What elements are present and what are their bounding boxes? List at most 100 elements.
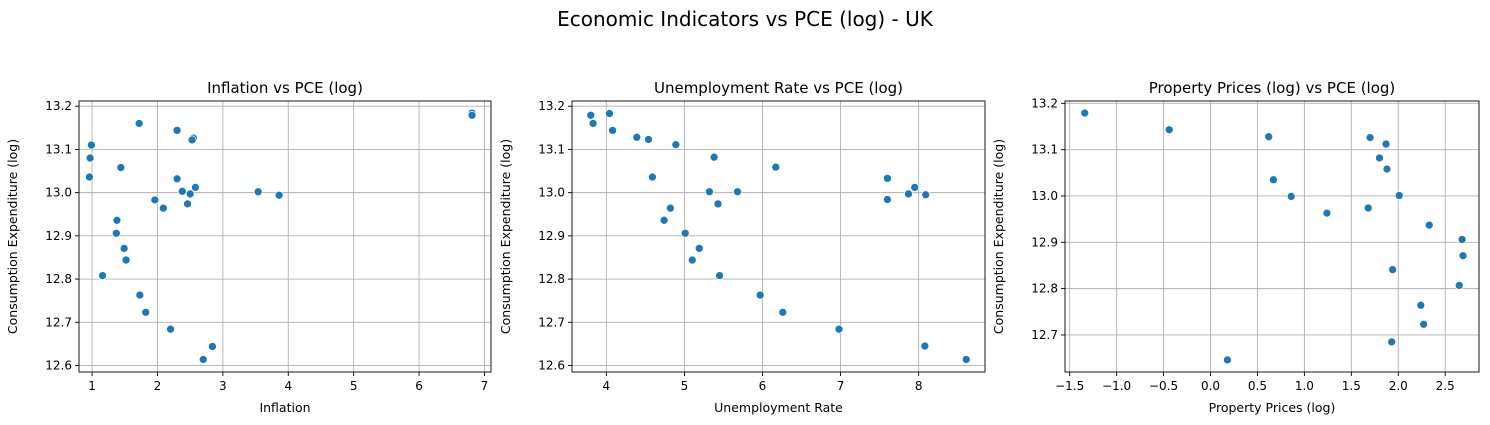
x-axis-label: Unemployment Rate [714, 400, 843, 415]
scatter-point [1080, 108, 1090, 118]
y-tick-label: 12.8 [1031, 282, 1058, 296]
scatter-point [187, 135, 197, 145]
scatter-point [755, 290, 765, 300]
scatter-point [694, 244, 704, 253]
scatter-point [586, 110, 596, 120]
scatter-point [1388, 265, 1397, 274]
x-tick-label: −0.5 [1149, 379, 1178, 393]
scatter-point [680, 228, 690, 238]
y-axis-label: Consumption Expenditure (log) [498, 139, 513, 334]
plot-frame [571, 100, 986, 373]
y-tick-label: 13.1 [45, 142, 72, 156]
x-tick-label: 3 [219, 379, 227, 393]
x-tick-label: 1.5 [1342, 379, 1361, 393]
scatter-point [198, 355, 208, 364]
x-tick-label: 4 [603, 379, 611, 393]
panel-title: Inflation vs PCE (log) [207, 79, 363, 97]
scatter-point [644, 135, 653, 144]
scatter-point [1424, 220, 1434, 230]
y-tick-label: 12.7 [45, 315, 72, 329]
y-tick-label: 12.6 [538, 359, 565, 373]
scatter-point [177, 186, 187, 196]
y-tick-label: 13.0 [45, 186, 72, 200]
scatter-point [1382, 164, 1392, 174]
y-tick-label: 12.7 [1031, 328, 1058, 342]
panel-title: Property Prices (log) vs PCE (log) [1149, 79, 1396, 97]
scatter-point [85, 153, 95, 163]
scatter-point [709, 152, 719, 162]
x-tick-label: 7 [481, 379, 489, 393]
y-tick-label: 13.1 [538, 142, 565, 156]
y-axis-label: Consumption Expenditure (log) [5, 139, 20, 334]
scatter-point [910, 183, 920, 192]
scatter-point [713, 199, 723, 209]
y-tick-label: 12.9 [538, 229, 565, 243]
scatter-point [778, 308, 788, 317]
x-tick-label: 1 [88, 379, 96, 393]
scatter-point [771, 162, 781, 172]
y-tick-label: 12.9 [1031, 235, 1058, 249]
scatter-point [659, 215, 669, 225]
y-axis-label: Consumption Expenditure (log) [991, 139, 1006, 334]
scatter-point [920, 341, 930, 351]
scatter-point [135, 290, 145, 300]
scatter-point [608, 126, 617, 135]
y-tick-label: 13.0 [538, 186, 565, 200]
scatter-point [116, 163, 126, 172]
scatter-point [1269, 175, 1278, 185]
scatter-point [1365, 133, 1375, 142]
x-tick-label: 5 [350, 379, 358, 393]
y-tick-label: 13.2 [1031, 96, 1058, 110]
scatter-panels: 1 2 3 4 5 6 7 12.6 12.7 12.8 12.9 13.0 13.1 13.2 Infla… [5, 79, 1480, 415]
scatter-point [1322, 208, 1332, 218]
scatter-point [715, 271, 724, 280]
y-tick-label: 13.1 [1031, 143, 1058, 157]
scatter-point [85, 172, 94, 182]
scatter-point [208, 342, 217, 351]
scatter-point [961, 355, 971, 364]
y-tick-label: 13.2 [538, 99, 565, 113]
scatter-point [705, 187, 714, 197]
scatter-point [159, 203, 168, 213]
x-tick-label: 4 [284, 379, 292, 393]
y-tick-label: 13.2 [45, 99, 72, 113]
x-tick-label: −1.5 [1055, 379, 1084, 393]
scatter-point [1454, 281, 1464, 290]
scatter-point [666, 203, 675, 213]
x-axis-label: Inflation [259, 400, 310, 415]
scatter-point [172, 174, 182, 184]
y-tick-label: 12.8 [538, 272, 565, 286]
x-tick-label: 6 [759, 379, 767, 393]
scatter-point [605, 109, 614, 118]
scatter-point [183, 199, 192, 209]
scatter-point [119, 244, 129, 253]
plot-frame [1064, 100, 1480, 373]
scatter-point [87, 140, 96, 150]
scatter-point [1419, 319, 1428, 329]
scatter-point [172, 126, 182, 135]
scatter-panel-3: −1.5 −1.0 −0.5 0.0 0.5 1.0 1.5 2.0 2.5 12.7 12.8 12… [991, 79, 1480, 415]
scatter-point [121, 255, 131, 265]
scatter-point [112, 215, 122, 225]
scatter-point [185, 189, 195, 199]
scatter-point [150, 195, 160, 205]
y-tick-label: 12.7 [538, 315, 565, 329]
scatter-point [98, 271, 107, 280]
scatter-panel-1: 1 2 3 4 5 6 7 12.6 12.7 12.8 12.9 13.0 13.1 13.2 Infla… [5, 79, 492, 415]
scatter-panel-2: 4 5 6 7 8 12.6 12.7 12.8 12.9 13.0 13.1 13.2 Unemplo… [498, 79, 986, 415]
x-tick-label: −1.0 [1102, 379, 1131, 393]
scatter-point [1363, 203, 1373, 213]
scatter-point [166, 324, 175, 334]
scatter-point [921, 190, 931, 200]
x-tick-label: 1.0 [1295, 379, 1314, 393]
scatter-point [1375, 153, 1384, 163]
y-tick-label: 12.9 [45, 229, 72, 243]
scatter-point [467, 110, 477, 120]
scatter-point [1387, 337, 1397, 347]
scatter-point [1458, 251, 1468, 261]
scatter-point [191, 183, 200, 192]
scatter-point [588, 119, 598, 128]
scatter-point [904, 189, 913, 199]
scatter-point [1164, 125, 1174, 135]
